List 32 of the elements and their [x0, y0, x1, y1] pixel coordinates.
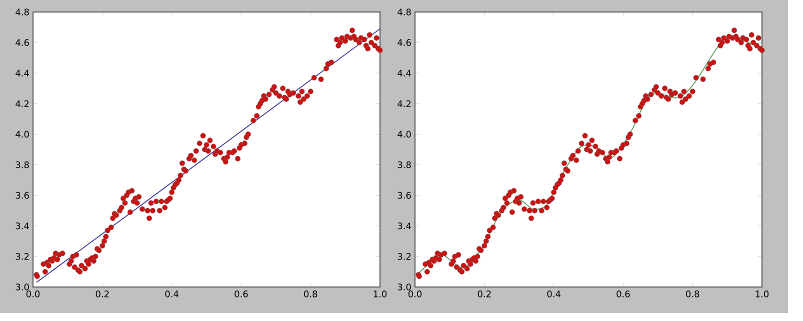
y-tick-label: 3.0	[16, 284, 29, 290]
y-tick-label: 4.4	[398, 70, 411, 76]
x-tick-label: 0.2	[478, 290, 491, 298]
y-tick-label: 4.8	[16, 8, 29, 16]
y-tick-label: 3.2	[16, 253, 29, 260]
x-tick-label: 0.0	[408, 290, 422, 298]
y-tick-label: 4.0	[16, 130, 29, 138]
y-tick-label: 3.6	[16, 192, 29, 199]
x-tick-label: 0.8	[304, 290, 318, 298]
y-tick-label: 3.6	[398, 192, 411, 199]
y-tick-label: 4.6	[16, 39, 29, 46]
x-tick-label: 0.4	[547, 290, 560, 298]
y-tick-label: 3.2	[398, 253, 411, 260]
y-tick-label: 4.4	[16, 70, 29, 76]
y-tick-label: 3.4	[398, 222, 411, 230]
y-tick-label: 4.0	[398, 130, 411, 138]
y-tick-label: 4.8	[398, 8, 411, 16]
x-tick-label: 0.6	[616, 290, 630, 298]
x-tick-label: 0.0	[26, 290, 40, 298]
x-tick-label: 0.8	[686, 290, 700, 298]
x-tick-label: 1.0	[374, 290, 387, 298]
y-tick-label: 3.8	[398, 161, 411, 168]
x-tick-label: 0.6	[234, 290, 248, 298]
y-tick-label: 4.6	[398, 39, 411, 46]
x-tick-label: 1.0	[756, 290, 769, 298]
x-tick-label: 0.4	[165, 290, 178, 298]
y-tick-label: 3.0	[398, 284, 411, 290]
x-tick-label: 0.2	[96, 290, 109, 298]
y-tick-label: 3.4	[16, 222, 29, 230]
y-tick-label: 4.2	[16, 100, 29, 107]
y-tick-label: 4.2	[398, 100, 411, 107]
y-tick-label: 3.8	[16, 161, 29, 168]
